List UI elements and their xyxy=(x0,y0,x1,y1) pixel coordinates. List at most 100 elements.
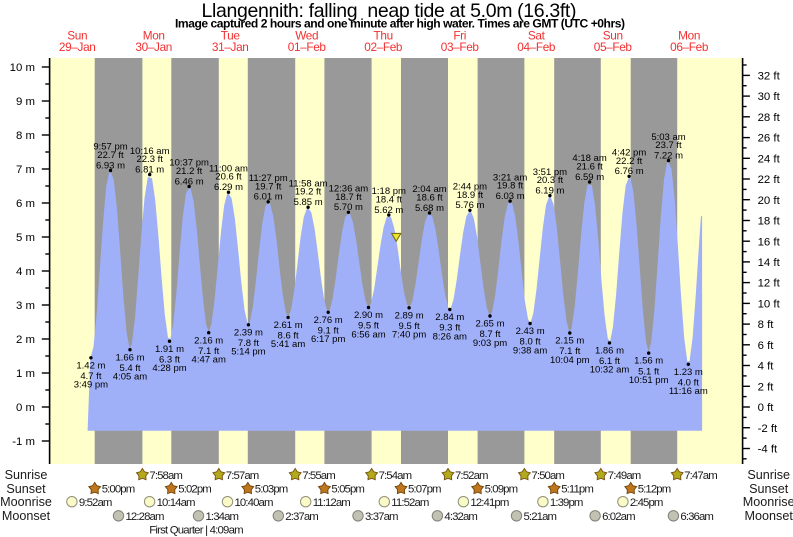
svg-text:11:58 am: 11:58 am xyxy=(289,178,328,189)
svg-text:6:56 am: 6:56 am xyxy=(351,329,385,340)
svg-text:10:04 pm: 10:04 pm xyxy=(550,355,590,366)
svg-text:Sun: Sun xyxy=(67,28,87,42)
svg-text:6.03 m: 6.03 m xyxy=(496,191,525,202)
svg-text:-2 ft: -2 ft xyxy=(758,423,778,435)
svg-text:9:03 pm: 9:03 pm xyxy=(473,338,507,349)
svg-text:5:14 pm: 5:14 pm xyxy=(231,347,265,358)
svg-text:1.23 m: 1.23 m xyxy=(674,367,703,378)
svg-text:31–Jan: 31–Jan xyxy=(212,40,249,54)
svg-text:2.89 m: 2.89 m xyxy=(395,310,424,321)
svg-text:7:49am: 7:49am xyxy=(608,470,641,482)
svg-text:5.62 m: 5.62 m xyxy=(374,205,403,216)
svg-text:6.19 m: 6.19 m xyxy=(535,185,564,196)
svg-text:5 m: 5 m xyxy=(16,232,35,244)
svg-text:Moonrise: Moonrise xyxy=(743,495,793,509)
svg-text:7.1 ft: 7.1 ft xyxy=(198,346,219,357)
svg-text:11:27 pm: 11:27 pm xyxy=(249,173,288,184)
svg-text:2 ft: 2 ft xyxy=(758,381,775,393)
svg-text:10:32 am: 10:32 am xyxy=(590,365,630,376)
svg-text:6.3 ft: 6.3 ft xyxy=(159,354,180,365)
svg-text:05–Feb: 05–Feb xyxy=(594,40,633,54)
svg-text:7:52am: 7:52am xyxy=(455,470,488,482)
svg-text:3 m: 3 m xyxy=(16,300,35,312)
svg-text:23.7 ft: 23.7 ft xyxy=(655,140,682,151)
svg-text:Moonrise: Moonrise xyxy=(0,495,52,509)
svg-text:8 ft: 8 ft xyxy=(758,319,775,331)
svg-text:7:55am: 7:55am xyxy=(302,470,335,482)
svg-text:12 ft: 12 ft xyxy=(758,278,781,290)
svg-text:10:51 pm: 10:51 pm xyxy=(629,375,669,386)
svg-text:Mon: Mon xyxy=(143,28,165,42)
svg-text:22.7 ft: 22.7 ft xyxy=(97,150,124,161)
svg-text:Sunset: Sunset xyxy=(6,482,46,496)
svg-text:30 ft: 30 ft xyxy=(758,91,781,103)
svg-text:1.86 m: 1.86 m xyxy=(595,346,624,357)
svg-text:24 ft: 24 ft xyxy=(758,153,781,165)
svg-text:9.5 ft: 9.5 ft xyxy=(399,321,420,332)
svg-text:2.15 m: 2.15 m xyxy=(555,336,584,347)
svg-text:11:52am: 11:52am xyxy=(391,497,429,509)
svg-text:4.7 ft: 4.7 ft xyxy=(80,371,101,382)
svg-text:2:44 pm: 2:44 pm xyxy=(453,182,487,193)
svg-text:Wed: Wed xyxy=(295,28,318,42)
svg-text:1:34am: 1:34am xyxy=(206,511,239,523)
svg-text:4.0 ft: 4.0 ft xyxy=(678,378,699,389)
svg-text:11:12am: 11:12am xyxy=(313,497,351,509)
svg-text:2:37am: 2:37am xyxy=(285,511,318,523)
svg-text:Sunrise: Sunrise xyxy=(5,468,48,482)
svg-text:2:04 am: 2:04 am xyxy=(412,184,446,195)
svg-text:16 ft: 16 ft xyxy=(758,236,781,248)
svg-text:06–Feb: 06–Feb xyxy=(670,40,709,54)
svg-text:8.6 ft: 8.6 ft xyxy=(278,331,299,342)
svg-text:Moonset: Moonset xyxy=(2,509,51,523)
svg-text:7:40 pm: 7:40 pm xyxy=(392,330,426,341)
svg-text:Mon: Mon xyxy=(678,28,700,42)
svg-text:2.65 m: 2.65 m xyxy=(475,319,504,330)
svg-text:12:41pm: 12:41pm xyxy=(470,497,508,509)
svg-text:6.81 m: 6.81 m xyxy=(135,164,164,175)
svg-text:10 m: 10 m xyxy=(10,62,35,74)
svg-text:Sat: Sat xyxy=(528,28,546,42)
svg-text:9 m: 9 m xyxy=(16,96,35,108)
svg-text:22 ft: 22 ft xyxy=(758,174,781,186)
svg-text:Moonset: Moonset xyxy=(745,509,793,523)
svg-text:6.93 m: 6.93 m xyxy=(96,160,125,171)
svg-text:2.76 m: 2.76 m xyxy=(314,315,343,326)
svg-text:2.90 m: 2.90 m xyxy=(354,310,383,321)
svg-text:Image captured 2 hours and one: Image captured 2 hours and one minute af… xyxy=(175,16,625,30)
svg-text:6.76 m: 6.76 m xyxy=(615,166,644,177)
svg-text:1.66 m: 1.66 m xyxy=(115,352,144,363)
svg-text:18.9 ft: 18.9 ft xyxy=(457,190,484,201)
svg-text:6:36am: 6:36am xyxy=(680,511,713,523)
svg-text:2:45pm: 2:45pm xyxy=(630,497,663,509)
svg-text:9.3 ft: 9.3 ft xyxy=(439,323,460,334)
svg-text:14 ft: 14 ft xyxy=(758,257,781,269)
svg-text:22.3 ft: 22.3 ft xyxy=(136,154,163,165)
svg-text:30–Jan: 30–Jan xyxy=(135,40,172,54)
svg-text:8.7 ft: 8.7 ft xyxy=(479,329,500,340)
svg-text:4:05 am: 4:05 am xyxy=(113,372,147,383)
svg-text:Thu: Thu xyxy=(374,28,393,42)
svg-text:5:12pm: 5:12pm xyxy=(638,484,671,496)
svg-text:4:28 pm: 4:28 pm xyxy=(152,363,186,374)
svg-text:03–Feb: 03–Feb xyxy=(441,40,480,54)
svg-text:5:21am: 5:21am xyxy=(524,511,557,523)
svg-text:5.1 ft: 5.1 ft xyxy=(638,366,659,377)
svg-text:3:51 pm: 3:51 pm xyxy=(533,167,567,178)
svg-text:2 m: 2 m xyxy=(16,334,35,346)
svg-text:2.16 m: 2.16 m xyxy=(194,335,223,346)
svg-text:3:49 pm: 3:49 pm xyxy=(74,380,108,391)
svg-text:12:36 am: 12:36 am xyxy=(329,184,369,195)
svg-text:5.68 m: 5.68 m xyxy=(415,203,444,214)
svg-text:28 ft: 28 ft xyxy=(758,112,781,124)
svg-text:-1 m: -1 m xyxy=(12,436,35,448)
svg-text:8 m: 8 m xyxy=(16,130,35,142)
svg-text:3:37am: 3:37am xyxy=(365,511,398,523)
svg-text:2.61 m: 2.61 m xyxy=(274,320,303,331)
svg-text:9:52am: 9:52am xyxy=(79,497,112,509)
svg-text:4 m: 4 m xyxy=(16,266,35,278)
svg-text:29–Jan: 29–Jan xyxy=(59,40,96,54)
svg-text:18.4 ft: 18.4 ft xyxy=(376,195,403,206)
svg-text:7.8 ft: 7.8 ft xyxy=(238,338,259,349)
svg-text:4:47 am: 4:47 am xyxy=(192,355,226,366)
